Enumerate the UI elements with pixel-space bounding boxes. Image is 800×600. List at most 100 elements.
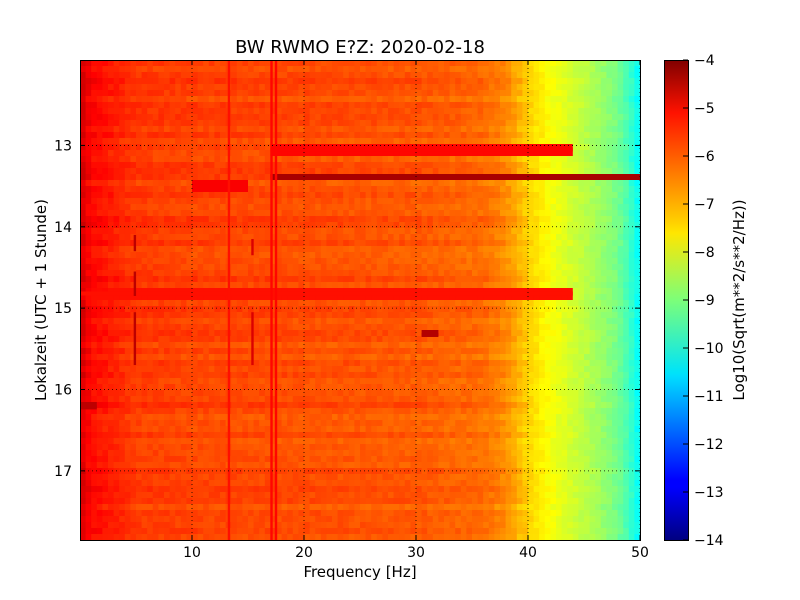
heatmap-cell — [208, 102, 215, 109]
heatmap-cell — [511, 318, 518, 325]
heatmap-cell — [309, 240, 316, 247]
heatmap-cell — [623, 336, 630, 343]
heatmap-cell — [432, 294, 439, 301]
heatmap-cell — [360, 282, 367, 289]
heatmap-cell — [500, 348, 507, 355]
heatmap-cell — [511, 324, 518, 331]
heatmap-cell — [421, 96, 428, 103]
heatmap-cell — [533, 216, 540, 223]
heatmap-cell — [315, 192, 322, 199]
heatmap-cell — [248, 240, 255, 247]
heatmap-cell — [600, 156, 607, 163]
heatmap-cell — [91, 60, 98, 67]
heatmap-cell — [360, 198, 367, 205]
heatmap-cell — [332, 234, 339, 241]
heatmap-cell — [152, 72, 159, 79]
heatmap-cell — [617, 270, 624, 277]
heatmap-cell — [203, 132, 210, 139]
heatmap-cell — [304, 144, 311, 151]
heatmap-cell — [511, 330, 518, 337]
heatmap-cell — [164, 216, 171, 223]
heatmap-cell — [332, 318, 339, 325]
heatmap-cell — [634, 294, 641, 301]
heatmap-cell — [158, 264, 165, 271]
heatmap-cell — [242, 120, 249, 127]
heatmap-cell — [606, 108, 613, 115]
heatmap-cell — [494, 90, 501, 97]
heatmap-cell — [80, 348, 87, 355]
heatmap-cell — [192, 252, 199, 259]
heatmap-cell — [248, 300, 255, 307]
heatmap-cell — [91, 354, 98, 361]
heatmap-cell — [197, 108, 204, 115]
heatmap-cell — [477, 90, 484, 97]
heatmap-cell — [365, 90, 372, 97]
heatmap-cell — [460, 264, 467, 271]
heatmap-cell — [315, 60, 322, 67]
heatmap-cell — [164, 228, 171, 235]
heatmap-cell — [511, 84, 518, 91]
heatmap-cell — [309, 318, 316, 325]
heatmap-cell — [113, 228, 120, 235]
heatmap-cell — [455, 276, 462, 283]
heatmap-cell — [483, 120, 490, 127]
heatmap-cell — [337, 348, 344, 355]
heatmap-cell — [421, 294, 428, 301]
heatmap-cell — [147, 204, 154, 211]
heatmap-cell — [612, 216, 619, 223]
heatmap-cell — [449, 180, 456, 187]
heatmap-cell — [102, 72, 109, 79]
heatmap-cell — [494, 276, 501, 283]
heatmap-cell — [136, 102, 143, 109]
heatmap-cell — [483, 222, 490, 229]
heatmap-cell — [360, 96, 367, 103]
heatmap-cell — [164, 240, 171, 247]
heatmap-cell — [505, 264, 512, 271]
heatmap-cell — [612, 222, 619, 229]
heatmap-cell — [315, 336, 322, 343]
heatmap-cell — [320, 348, 327, 355]
heatmap-cell — [320, 354, 327, 361]
heatmap-cell — [304, 324, 311, 331]
heatmap-cell — [326, 198, 333, 205]
heatmap-cell — [628, 144, 635, 151]
heatmap-cell — [208, 186, 215, 193]
heatmap-cell — [332, 60, 339, 67]
heatmap-cell — [444, 96, 451, 103]
heatmap-cell — [522, 144, 529, 151]
heatmap-cell — [136, 90, 143, 97]
heatmap-cell — [175, 210, 182, 217]
heatmap-cell — [208, 174, 215, 181]
heatmap-cell — [85, 336, 92, 343]
heatmap-cell — [242, 150, 249, 157]
heatmap-cell — [449, 276, 456, 283]
heatmap-cell — [147, 276, 154, 283]
heatmap-cell — [617, 120, 624, 127]
heatmap-cell — [248, 138, 255, 145]
heatmap-cell — [91, 66, 98, 73]
heatmap-cell — [494, 222, 501, 229]
heatmap-cell — [399, 90, 406, 97]
heatmap-cell — [550, 114, 557, 121]
heatmap-cell — [298, 78, 305, 85]
heatmap-cell — [432, 114, 439, 121]
heatmap-cell — [427, 168, 434, 175]
heatmap-cell — [96, 246, 103, 253]
heatmap-cell — [253, 72, 260, 79]
heatmap-cell — [208, 156, 215, 163]
heatmap-cell — [472, 306, 479, 313]
heatmap-cell — [365, 180, 372, 187]
heatmap-cell — [253, 66, 260, 73]
heatmap-cell — [236, 78, 243, 85]
heatmap-cell — [399, 96, 406, 103]
heatmap-cell — [421, 228, 428, 235]
heatmap-cell — [432, 348, 439, 355]
heatmap-cell — [595, 60, 602, 67]
heatmap-cell — [80, 198, 87, 205]
heatmap-cell — [371, 78, 378, 85]
heatmap-cell — [556, 222, 563, 229]
heatmap-cell — [404, 324, 411, 331]
heatmap-cell — [360, 156, 367, 163]
heatmap-cell — [544, 210, 551, 217]
heatmap-cell — [393, 204, 400, 211]
